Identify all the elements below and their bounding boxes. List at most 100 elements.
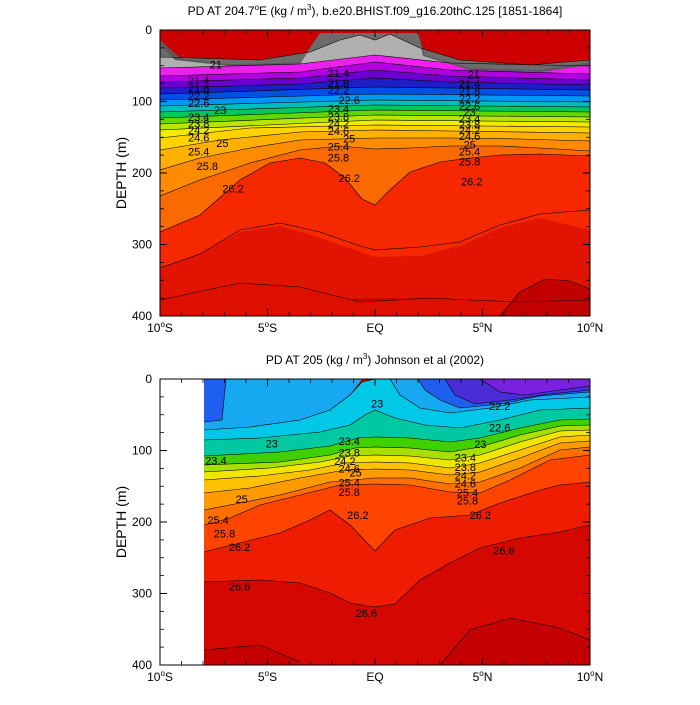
top-contour-label: 22.6 bbox=[188, 98, 209, 110]
top-contour-label: 25.4 bbox=[459, 147, 480, 159]
top-gray-dark bbox=[160, 33, 590, 70]
bottom-contour-label: 25.4 bbox=[207, 515, 228, 527]
top-contour-label: 25.4 bbox=[328, 142, 349, 154]
top-band-23 bbox=[160, 105, 590, 118]
top-contour-label: 25 bbox=[216, 138, 228, 150]
top-band-20.6 bbox=[160, 62, 590, 82]
bot-band-22.6 bbox=[204, 379, 590, 440]
bottom-contour-label: 25 bbox=[350, 468, 362, 480]
top-band-25.8 bbox=[160, 146, 590, 232]
bot-left-dark bbox=[204, 379, 226, 422]
top-band-21.4 bbox=[160, 78, 590, 94]
bottom-contour-label: 24.6 bbox=[338, 463, 359, 475]
top-contour-label: 22.2 bbox=[188, 91, 209, 103]
bot-band-21 bbox=[480, 379, 590, 395]
bot-band-26.2 bbox=[204, 482, 590, 607]
top-band-26.4 bbox=[160, 283, 590, 316]
bottom-panel: PD AT 205 (kg / m3) Johnson et al (2002) bbox=[113, 352, 603, 684]
bottom-x-tick-label: 10oS bbox=[147, 669, 173, 684]
bottom-contour-label: 24.6 bbox=[455, 478, 476, 490]
bottom-contour-label: 26.6 bbox=[356, 608, 377, 620]
bottom-title: PD AT 205 (kg / m3) Johnson et al (2002) bbox=[266, 352, 484, 367]
top-contour-label: 24.2 bbox=[188, 125, 209, 137]
top-contour-label: 21.8 bbox=[188, 83, 209, 95]
bottom-contour-label: 25.8 bbox=[214, 528, 235, 540]
bottom-y-tick-label: 200 bbox=[132, 515, 152, 529]
bottom-contour-label: 22.6 bbox=[489, 423, 510, 435]
top-band-26.2 bbox=[160, 154, 590, 268]
bottom-contour-label: 26.2 bbox=[470, 510, 491, 522]
top-x-tick-label: EQ bbox=[366, 321, 383, 335]
bot-deep-2 bbox=[440, 618, 590, 665]
bottom-contour-label: 23.4 bbox=[455, 453, 476, 465]
bottom-contour-label: 23 bbox=[474, 439, 486, 451]
top-contour-label: 25.4 bbox=[188, 147, 209, 159]
bottom-contour-label: 24.2 bbox=[334, 456, 355, 468]
bottom-contour-label: 25.4 bbox=[338, 478, 359, 490]
top-contour-label: 22.2 bbox=[328, 85, 349, 97]
top-contour-label: 24.6 bbox=[459, 131, 480, 143]
top-contour-label: 24.6 bbox=[188, 132, 209, 144]
top-contour-label: 23 bbox=[214, 105, 226, 117]
bottom-y-axis-label: DEPTH (m) bbox=[113, 486, 129, 558]
top-contour-label: 24.6 bbox=[328, 126, 349, 138]
top-contour-label: 22.6 bbox=[338, 95, 359, 107]
bottom-x-tick-label: 5oS bbox=[258, 669, 277, 684]
top-contour-label: 22.2 bbox=[459, 94, 480, 106]
bottom-contour-lines bbox=[203, 379, 590, 665]
bottom-y-tick-label: 0 bbox=[145, 372, 152, 386]
top-contour-label: 23.4 bbox=[188, 112, 209, 124]
bottom-contour-label: 23.8 bbox=[338, 448, 359, 460]
top-band-25 bbox=[160, 130, 590, 170]
top-contour-label: 23 bbox=[463, 107, 475, 119]
top-contour-label: 26.2 bbox=[461, 177, 482, 189]
bot-band-23 bbox=[204, 408, 590, 456]
bot-band-22.2-left bbox=[204, 379, 362, 430]
top-contour-label: 22.6 bbox=[459, 101, 480, 113]
top-y-tick-label: 300 bbox=[132, 238, 152, 252]
bottom-contour-field: 22.222.6232323.42323.423.824.224.62525.4… bbox=[203, 379, 590, 665]
top-contour-lines bbox=[160, 33, 590, 316]
bottom-x-tick-label: EQ bbox=[366, 670, 383, 684]
top-contour-label: 23.8 bbox=[328, 112, 349, 124]
top-contour-label: 26.2 bbox=[338, 173, 359, 185]
top-band-23.4 bbox=[160, 110, 590, 124]
top-deep-dark bbox=[500, 279, 590, 316]
bottom-contour-label: 26.6 bbox=[493, 546, 514, 558]
bottom-contour-label: 25.8 bbox=[457, 496, 478, 508]
bot-band-23.8 bbox=[204, 425, 590, 472]
top-x-tick-label: 10oS bbox=[147, 320, 173, 335]
top-contour-label: 25.8 bbox=[197, 161, 218, 173]
bottom-contour-label: 23 bbox=[371, 398, 383, 410]
top-y-axis-label: DEPTH (m) bbox=[113, 137, 129, 209]
top-contour-label: 21.8 bbox=[459, 86, 480, 98]
bottom-y-tick-label: 400 bbox=[132, 658, 152, 672]
top-title: PD AT 204.7oE (kg / m3), b.e20.BHIST.f09… bbox=[188, 3, 563, 18]
top-band-23.8 bbox=[160, 115, 590, 130]
bottom-contour-label: 26.2 bbox=[229, 542, 250, 554]
top-contour-label: 23.4 bbox=[328, 104, 349, 116]
bottom-x-tick-label: 5oN bbox=[473, 669, 493, 684]
top-contour-label: 21 bbox=[210, 59, 222, 71]
bottom-contour-label: 23.8 bbox=[455, 462, 476, 474]
top-contour-label: 25.8 bbox=[459, 157, 480, 169]
bottom-contour-label: 22.2 bbox=[489, 401, 510, 413]
bot-band-25.8 bbox=[204, 455, 590, 552]
top-contour-label: 23.8 bbox=[188, 119, 209, 131]
top-y-tick-label: 400 bbox=[132, 309, 152, 323]
top-x-tick-label: 10oN bbox=[577, 320, 603, 335]
top-contour-label: 21 bbox=[468, 69, 480, 81]
top-contour-label: 21.8 bbox=[328, 78, 349, 90]
top-x-tick-label: 5oN bbox=[473, 320, 493, 335]
top-band-25.4 bbox=[160, 138, 590, 196]
bot-band-23.4 bbox=[204, 419, 590, 465]
top-band-24.2 bbox=[160, 120, 590, 138]
top-contour-label: 24.2 bbox=[328, 119, 349, 131]
top-contour-label: 23.8 bbox=[459, 119, 480, 131]
top-contour-label: 26.2 bbox=[222, 184, 243, 196]
bottom-contour-label: 23.4 bbox=[205, 456, 226, 468]
